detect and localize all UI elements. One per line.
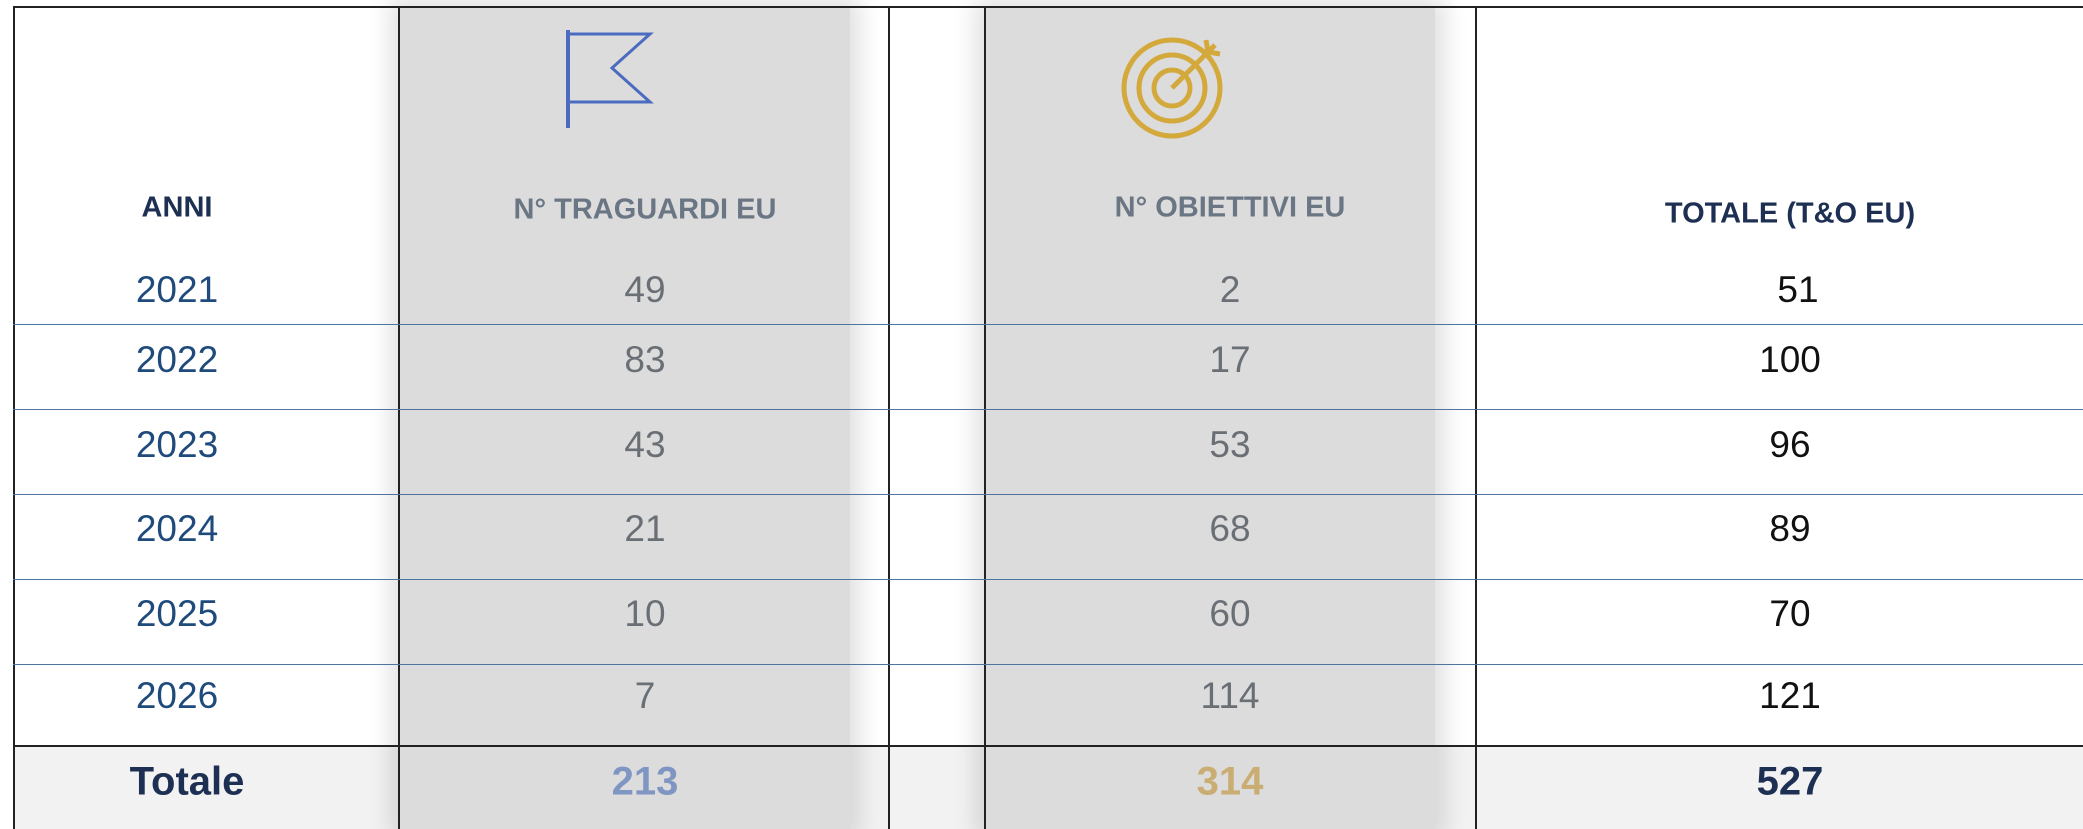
column-border <box>398 6 400 829</box>
milestones-column <box>400 8 850 829</box>
row-separator <box>13 745 2083 747</box>
row-separator <box>13 664 2083 665</box>
year-cell: 2025 <box>135 593 219 634</box>
value-cell: 89 <box>1769 508 1811 549</box>
year-cell: 2024 <box>135 508 219 549</box>
column-border <box>1475 6 1477 829</box>
column-header: ANNI <box>141 191 213 224</box>
value-cell: 43 <box>624 424 666 465</box>
row-separator <box>13 409 2083 410</box>
value-cell: 60 <box>1209 593 1251 634</box>
total-label: Totale <box>129 759 245 804</box>
year-cell: 2026 <box>135 675 219 716</box>
row-separator <box>13 324 2083 325</box>
value-cell: 10 <box>624 593 666 634</box>
column-header: TOTALE (T&O EU) <box>1664 197 1916 230</box>
column-border <box>984 6 986 829</box>
value-cell: 68 <box>1209 508 1251 549</box>
year-cell: 2023 <box>135 424 219 465</box>
value-cell: 83 <box>624 339 666 380</box>
value-cell: 53 <box>1209 424 1251 465</box>
targets-column <box>985 8 1435 829</box>
total-value: 213 <box>611 759 679 804</box>
row-separator <box>13 579 2083 580</box>
value-cell: 2 <box>1219 269 1241 310</box>
value-cell: 49 <box>624 269 666 310</box>
value-cell: 21 <box>624 508 666 549</box>
value-cell: 96 <box>1769 424 1811 465</box>
column-header: N° OBIETTIVI EU <box>1114 191 1346 224</box>
value-cell: 70 <box>1769 593 1811 634</box>
column-header: N° TRAGUARDI EU <box>513 193 777 226</box>
total-value: 527 <box>1756 759 1824 804</box>
top-border <box>13 6 2083 8</box>
value-cell: 114 <box>1200 675 1260 716</box>
year-cell: 2022 <box>135 339 219 380</box>
value-cell: 7 <box>634 675 656 716</box>
column-border <box>888 6 890 829</box>
left-border <box>13 6 15 829</box>
target-icon <box>1121 37 1223 139</box>
value-cell: 17 <box>1209 339 1251 380</box>
total-value: 314 <box>1196 759 1264 804</box>
flag-icon <box>566 30 654 128</box>
value-cell: 121 <box>1759 675 1821 716</box>
row-separator <box>13 494 2083 495</box>
value-cell: 100 <box>1759 339 1821 380</box>
value-cell: 51 <box>1777 269 1819 310</box>
year-cell: 2021 <box>135 269 219 310</box>
